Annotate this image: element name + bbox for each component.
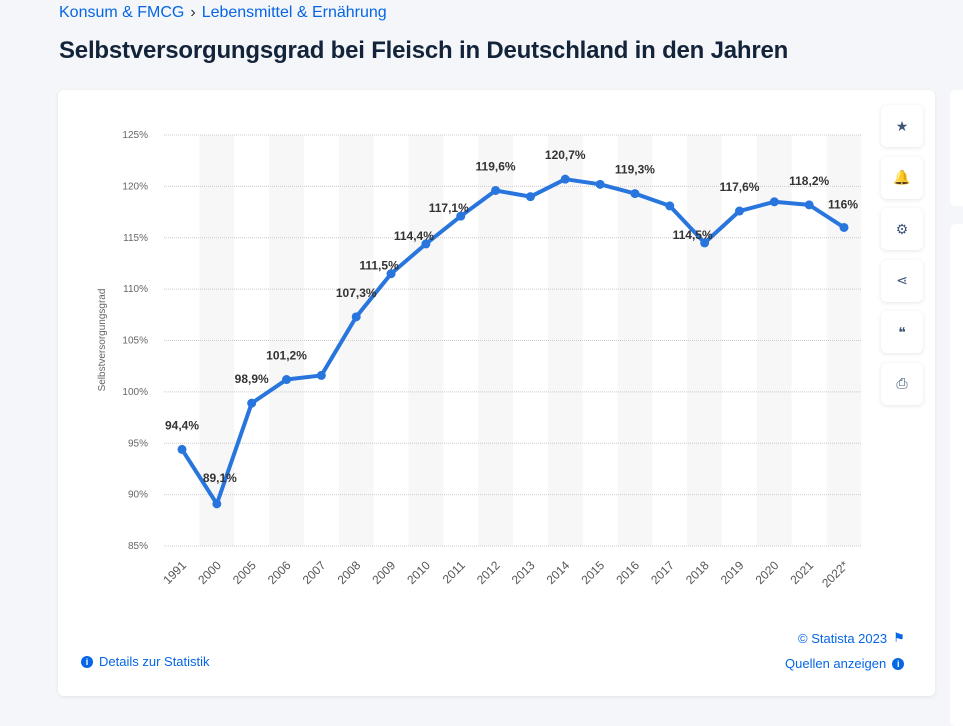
data-label: 89,1% — [203, 471, 237, 485]
data-label: 117,6% — [719, 180, 759, 194]
data-point[interactable] — [456, 211, 466, 221]
x-tick-label: 2022* — [819, 558, 851, 590]
bell-button[interactable]: 🔔 — [881, 156, 923, 199]
data-point[interactable] — [282, 375, 292, 385]
x-tick-label: 2016 — [613, 558, 642, 587]
data-label: 120,7% — [545, 148, 586, 162]
x-tick-label: 2000 — [195, 558, 224, 587]
sources-link[interactable]: Quellen anzeigen i — [785, 656, 905, 671]
data-label: 119,6% — [476, 159, 516, 173]
y-tick-label: 110% — [123, 284, 148, 295]
data-label: 119,3% — [615, 163, 655, 177]
x-tick-label: 2005 — [230, 558, 259, 587]
breadcrumb-link[interactable]: Konsum & FMCG — [59, 4, 185, 21]
y-tick-label: 100% — [122, 387, 148, 398]
star-icon: ★ — [895, 117, 909, 134]
series-line — [180, 177, 846, 506]
y-axis-label: Selbstversorgungsgrad — [97, 289, 108, 392]
data-label: 107,3% — [336, 286, 377, 300]
x-tick-label: 2011 — [440, 558, 468, 586]
data-point[interactable] — [700, 238, 710, 248]
data-label: 117,1% — [429, 201, 469, 215]
data-point[interactable] — [804, 200, 814, 210]
y-tick-label: 115% — [123, 233, 148, 244]
data-point[interactable] — [212, 499, 222, 509]
y-tick-label: 125% — [122, 130, 148, 141]
print-button[interactable]: ⎙ — [881, 362, 923, 405]
data-label: 114,4% — [394, 229, 434, 243]
data-point[interactable] — [421, 239, 431, 249]
y-tick-label: 120% — [122, 181, 148, 192]
flag-icon: ⚑ — [893, 630, 905, 645]
data-label: 101,2% — [266, 349, 307, 363]
y-tick-label: 90% — [128, 490, 148, 501]
x-tick-label: 2020 — [753, 558, 782, 587]
data-point[interactable] — [630, 189, 640, 199]
details-text: Details zur Statistik — [99, 654, 210, 669]
chevron-right-icon: › — [190, 4, 196, 21]
x-tick-label: 2017 — [648, 558, 677, 587]
copyright[interactable]: © Statista 2023 ⚑ — [798, 630, 905, 646]
data-point[interactable] — [734, 206, 744, 216]
column-stripe — [478, 135, 513, 546]
x-tick-label: 2007 — [300, 558, 329, 587]
print-icon: ⎙ — [896, 375, 908, 391]
data-point[interactable] — [247, 398, 257, 408]
data-label: 118,2% — [789, 174, 829, 188]
x-tick-label: 2006 — [265, 558, 294, 587]
quote-icon: ❝ — [898, 323, 906, 340]
page-title: Selbstversorgungsgrad bei Fleisch in Deu… — [59, 37, 789, 64]
data-point[interactable] — [839, 222, 849, 232]
data-point[interactable] — [769, 197, 779, 207]
info-icon: i — [892, 657, 905, 670]
y-tick-label: 85% — [128, 541, 148, 552]
data-point[interactable] — [491, 185, 501, 195]
data-point[interactable] — [665, 201, 675, 211]
data-point[interactable] — [560, 174, 570, 184]
data-label: 116% — [828, 197, 858, 211]
share-icon: ⋖ — [896, 272, 908, 288]
x-tick-label: 2014 — [544, 558, 573, 587]
side-panel — [950, 90, 963, 206]
x-tick-label: 1991 — [160, 558, 189, 587]
quote-button[interactable]: ❝ — [881, 311, 923, 353]
data-point[interactable] — [595, 179, 605, 189]
share-button[interactable]: ⋖ — [881, 259, 923, 302]
x-tick-label: 2018 — [683, 558, 712, 587]
data-label: 94,4% — [165, 418, 199, 432]
gear-icon: ⚙ — [895, 220, 909, 237]
x-tick-label: 2009 — [369, 558, 398, 587]
x-tick-label: 2019 — [718, 558, 747, 587]
sources-text: Quellen anzeigen — [785, 656, 887, 671]
x-tick-label: 2012 — [474, 558, 503, 587]
breadcrumb-link[interactable]: Lebensmittel & Ernährung — [201, 4, 387, 21]
copyright-text: © Statista 2023 — [798, 630, 888, 646]
star-button[interactable]: ★ — [881, 105, 923, 147]
bell-icon: 🔔 — [893, 169, 911, 185]
info-icon: i — [81, 655, 93, 668]
side-panel — [950, 224, 963, 726]
y-tick-label: 95% — [128, 438, 148, 449]
x-tick-label: 2021 — [787, 558, 816, 587]
data-point[interactable] — [316, 370, 326, 380]
x-tick-label: 2013 — [509, 558, 538, 587]
x-tick-label: 2010 — [404, 558, 433, 587]
data-point[interactable] — [351, 312, 361, 322]
gear-button[interactable]: ⚙ — [881, 208, 923, 250]
data-label: 111,5% — [359, 259, 399, 273]
column-stripe — [547, 135, 583, 546]
x-tick-label: 2015 — [578, 558, 607, 587]
data-point[interactable] — [525, 192, 535, 202]
data-point[interactable] — [177, 444, 187, 454]
y-tick-label: 105% — [122, 336, 148, 347]
x-tick-label: 2008 — [335, 558, 364, 587]
data-point[interactable] — [386, 269, 396, 279]
data-label: 114,5% — [673, 228, 713, 242]
details-link[interactable]: i Details zur Statistik — [81, 654, 210, 669]
breadcrumb: Konsum & FMCG › Lebensmittel & Ernährung — [59, 4, 387, 22]
data-label: 98,9% — [235, 372, 269, 386]
